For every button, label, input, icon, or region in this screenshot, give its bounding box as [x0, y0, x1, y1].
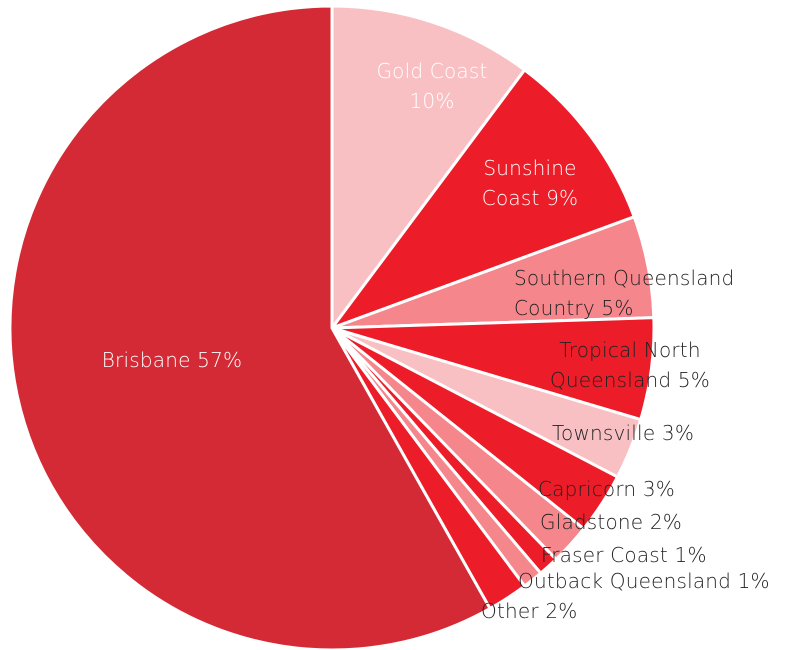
slice-percent: 2%	[545, 599, 578, 623]
slice-name: Southern Queensland Country	[514, 266, 735, 320]
slice-percent: 10%	[409, 89, 455, 113]
slice-label: Gold Coast 10%	[352, 56, 512, 116]
slice-percent: 5%	[601, 296, 634, 320]
slice-name: Capricorn	[538, 477, 637, 501]
slice-percent: 5%	[677, 368, 710, 392]
slice-label: Tropical North Queensland 5%	[530, 335, 730, 395]
slice-percent: 2%	[649, 510, 682, 534]
slice-name: Tropical North Queensland	[549, 338, 701, 392]
slice-percent: 1%	[674, 543, 707, 567]
slice-label: Sunshine Coast 9%	[465, 153, 595, 213]
slice-name: Fraser Coast	[541, 543, 668, 567]
slice-percent: 9%	[546, 186, 579, 210]
slice-name: Other	[481, 599, 539, 623]
slice-name: Outback Queensland	[518, 569, 732, 593]
slice-label: Outback Queensland 1%	[518, 566, 809, 596]
slice-percent: 3%	[661, 421, 695, 445]
slice-percent: 57%	[197, 348, 243, 372]
slice-label: Gladstone 2%	[540, 507, 790, 537]
pie-slice	[330, 68, 636, 330]
slice-label: Brisbane 57%	[92, 345, 252, 375]
slice-name: Gladstone	[540, 510, 644, 534]
slice-label: Other 2%	[481, 596, 731, 626]
slice-label: Fraser Coast 1%	[541, 540, 791, 570]
slice-label: Capricorn 3%	[538, 474, 788, 504]
slice-percent: 3%	[642, 477, 675, 501]
slice-name: Brisbane	[101, 348, 191, 372]
slice-name: Sunshine Coast	[481, 156, 577, 210]
slice-name: Gold Coast	[376, 59, 488, 83]
slice-label: Southern Queensland Country 5%	[514, 263, 794, 323]
slice-name: Townsville	[552, 421, 656, 445]
pie-slice	[330, 4, 527, 330]
slice-label: Townsville 3%	[552, 418, 802, 448]
slice-percent: 1%	[737, 569, 770, 593]
